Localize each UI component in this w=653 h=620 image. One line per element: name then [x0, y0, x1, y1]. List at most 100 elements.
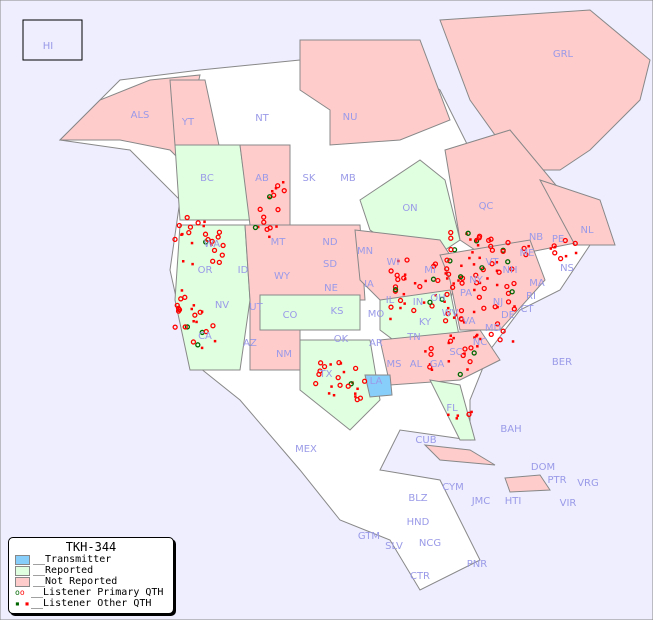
region-label-mex: MEX	[295, 444, 317, 455]
region-label-hnd: HND	[407, 517, 430, 528]
region-label-mi: MI	[424, 265, 436, 276]
region-florida	[429, 379, 476, 441]
listener-other-qth-marker	[389, 317, 392, 321]
region-label-sk: SK	[303, 173, 316, 184]
region-label-pe: PE	[552, 234, 564, 245]
listener-primary-qth-marker	[447, 258, 453, 264]
listener-primary-qth-marker	[572, 240, 578, 247]
listener-primary-qth-marker	[562, 237, 568, 244]
listener-other-qth-marker	[511, 340, 515, 343]
region-label-nm: NM	[276, 349, 292, 360]
region-colorado-kansas	[259, 294, 361, 331]
listener-primary-qth-marker	[439, 296, 445, 302]
listener-primary-qth-marker	[257, 206, 263, 212]
listener-primary-qth-marker	[430, 276, 437, 282]
region-label-nt: NT	[255, 113, 269, 124]
listener-other-qth-marker	[443, 300, 446, 303]
listener-other-qth-marker	[456, 414, 460, 417]
region-label-ncg: NCG	[419, 538, 441, 549]
region-label-ns: NS	[560, 263, 574, 274]
listener-primary-qth-marker	[275, 206, 281, 213]
listener-primary-qth-marker	[458, 316, 464, 322]
listener-primary-qth-marker	[489, 261, 495, 267]
listener-other-qth-marker	[192, 304, 196, 307]
listener-other-qth-marker	[452, 282, 455, 285]
region-label-jmc: JMC	[471, 496, 491, 507]
region-label-nc: NC	[473, 337, 487, 348]
listener-primary-qth-marker	[215, 234, 221, 240]
listener-primary-qth-marker	[488, 331, 494, 338]
listener-primary-qth-marker	[184, 324, 191, 330]
region-label-nj: NJ	[493, 297, 503, 308]
listener-primary-qth-marker	[458, 307, 465, 314]
region-label-nv: NV	[215, 300, 229, 311]
listener-primary-qth-marker	[176, 222, 182, 229]
listener-primary-qth-marker	[460, 352, 466, 359]
region-label-cub: CUB	[415, 435, 436, 446]
listener-other-qth-marker	[256, 225, 260, 229]
listener-primary-qth-marker	[486, 237, 492, 244]
region-label-nd: ND	[322, 237, 337, 248]
listener-primary-qth-marker	[216, 259, 222, 266]
region-label-sc: SC	[449, 347, 462, 358]
region-label-grl: GRL	[553, 49, 574, 60]
region-label-ms: MS	[387, 359, 402, 370]
listener-other-qth-marker	[332, 393, 336, 397]
listener-primary-qth-marker	[361, 378, 368, 384]
region-hispaniola	[504, 474, 551, 493]
listener-primary-qth-marker	[465, 230, 471, 236]
region-louisiana	[364, 374, 393, 398]
region-label-mn: MN	[357, 246, 373, 257]
listener-primary-qth-marker	[521, 245, 527, 252]
region-label-ptr: PTR	[547, 475, 566, 486]
listener-other-qth-marker	[342, 370, 346, 374]
listener-primary-qth-marker	[187, 224, 194, 230]
listener-other-qth-marker	[191, 262, 194, 266]
region-label-me: ME	[520, 248, 535, 259]
listener-primary-qth-marker	[429, 303, 435, 309]
listener-other-qth-marker	[403, 273, 407, 276]
listener-primary-qth-marker	[190, 339, 197, 345]
listener-primary-qth-marker	[186, 229, 192, 236]
region-label-vrg: VRG	[577, 478, 599, 489]
region-label-ctr: CTR	[410, 571, 430, 582]
region-label-ok: OK	[334, 334, 349, 345]
listener-other-qth-marker	[472, 310, 476, 314]
region-label-or: OR	[198, 265, 213, 276]
region-label-va: VA	[462, 316, 475, 327]
listener-primary-qth-marker	[192, 312, 198, 318]
hawaii-inset-frame	[22, 19, 83, 61]
region-label-ky: KY	[419, 317, 432, 328]
region-label-co: CO	[283, 310, 298, 321]
listener-other-qth-marker	[203, 220, 206, 224]
listener-primary-qth-marker	[444, 291, 450, 298]
transmitter-swatch	[15, 554, 30, 565]
listener-primary-qth-marker	[317, 368, 323, 374]
listener-other-qth-marker	[495, 261, 499, 264]
listener-primary-qth-marker	[504, 283, 510, 290]
listener-primary-qth-marker	[511, 306, 517, 312]
listener-primary-qth-marker	[500, 248, 506, 255]
listener-other-qth-marker	[478, 256, 481, 260]
legend-reported: __Reported	[9, 565, 173, 576]
listener-other-qth-marker	[181, 260, 185, 263]
listener-other-qth-marker	[527, 244, 530, 248]
region-label-fl: FL	[446, 403, 458, 414]
listener-other-qth-marker	[495, 283, 499, 287]
listener-other-qth-marker	[190, 307, 194, 311]
listener-primary-qth-marker	[481, 285, 487, 292]
listener-primary-qth-marker	[211, 247, 218, 254]
listener-other-qth-marker	[478, 337, 482, 341]
listener-other-qth-marker	[471, 251, 474, 254]
listener-primary-qth-marker	[427, 364, 433, 370]
listener-primary-qth-marker	[404, 257, 410, 263]
listener-primary-qth-marker	[388, 268, 394, 274]
listener-primary-qth-marker	[174, 302, 180, 309]
legend-title: TKH-344	[65, 540, 117, 554]
listener-primary-qth-marker	[479, 265, 485, 271]
region-label-al: AL	[410, 359, 423, 370]
listener-other-qth-marker	[466, 368, 469, 371]
region-label-on: ON	[402, 203, 417, 214]
listener-primary-qth-marker	[281, 188, 287, 194]
